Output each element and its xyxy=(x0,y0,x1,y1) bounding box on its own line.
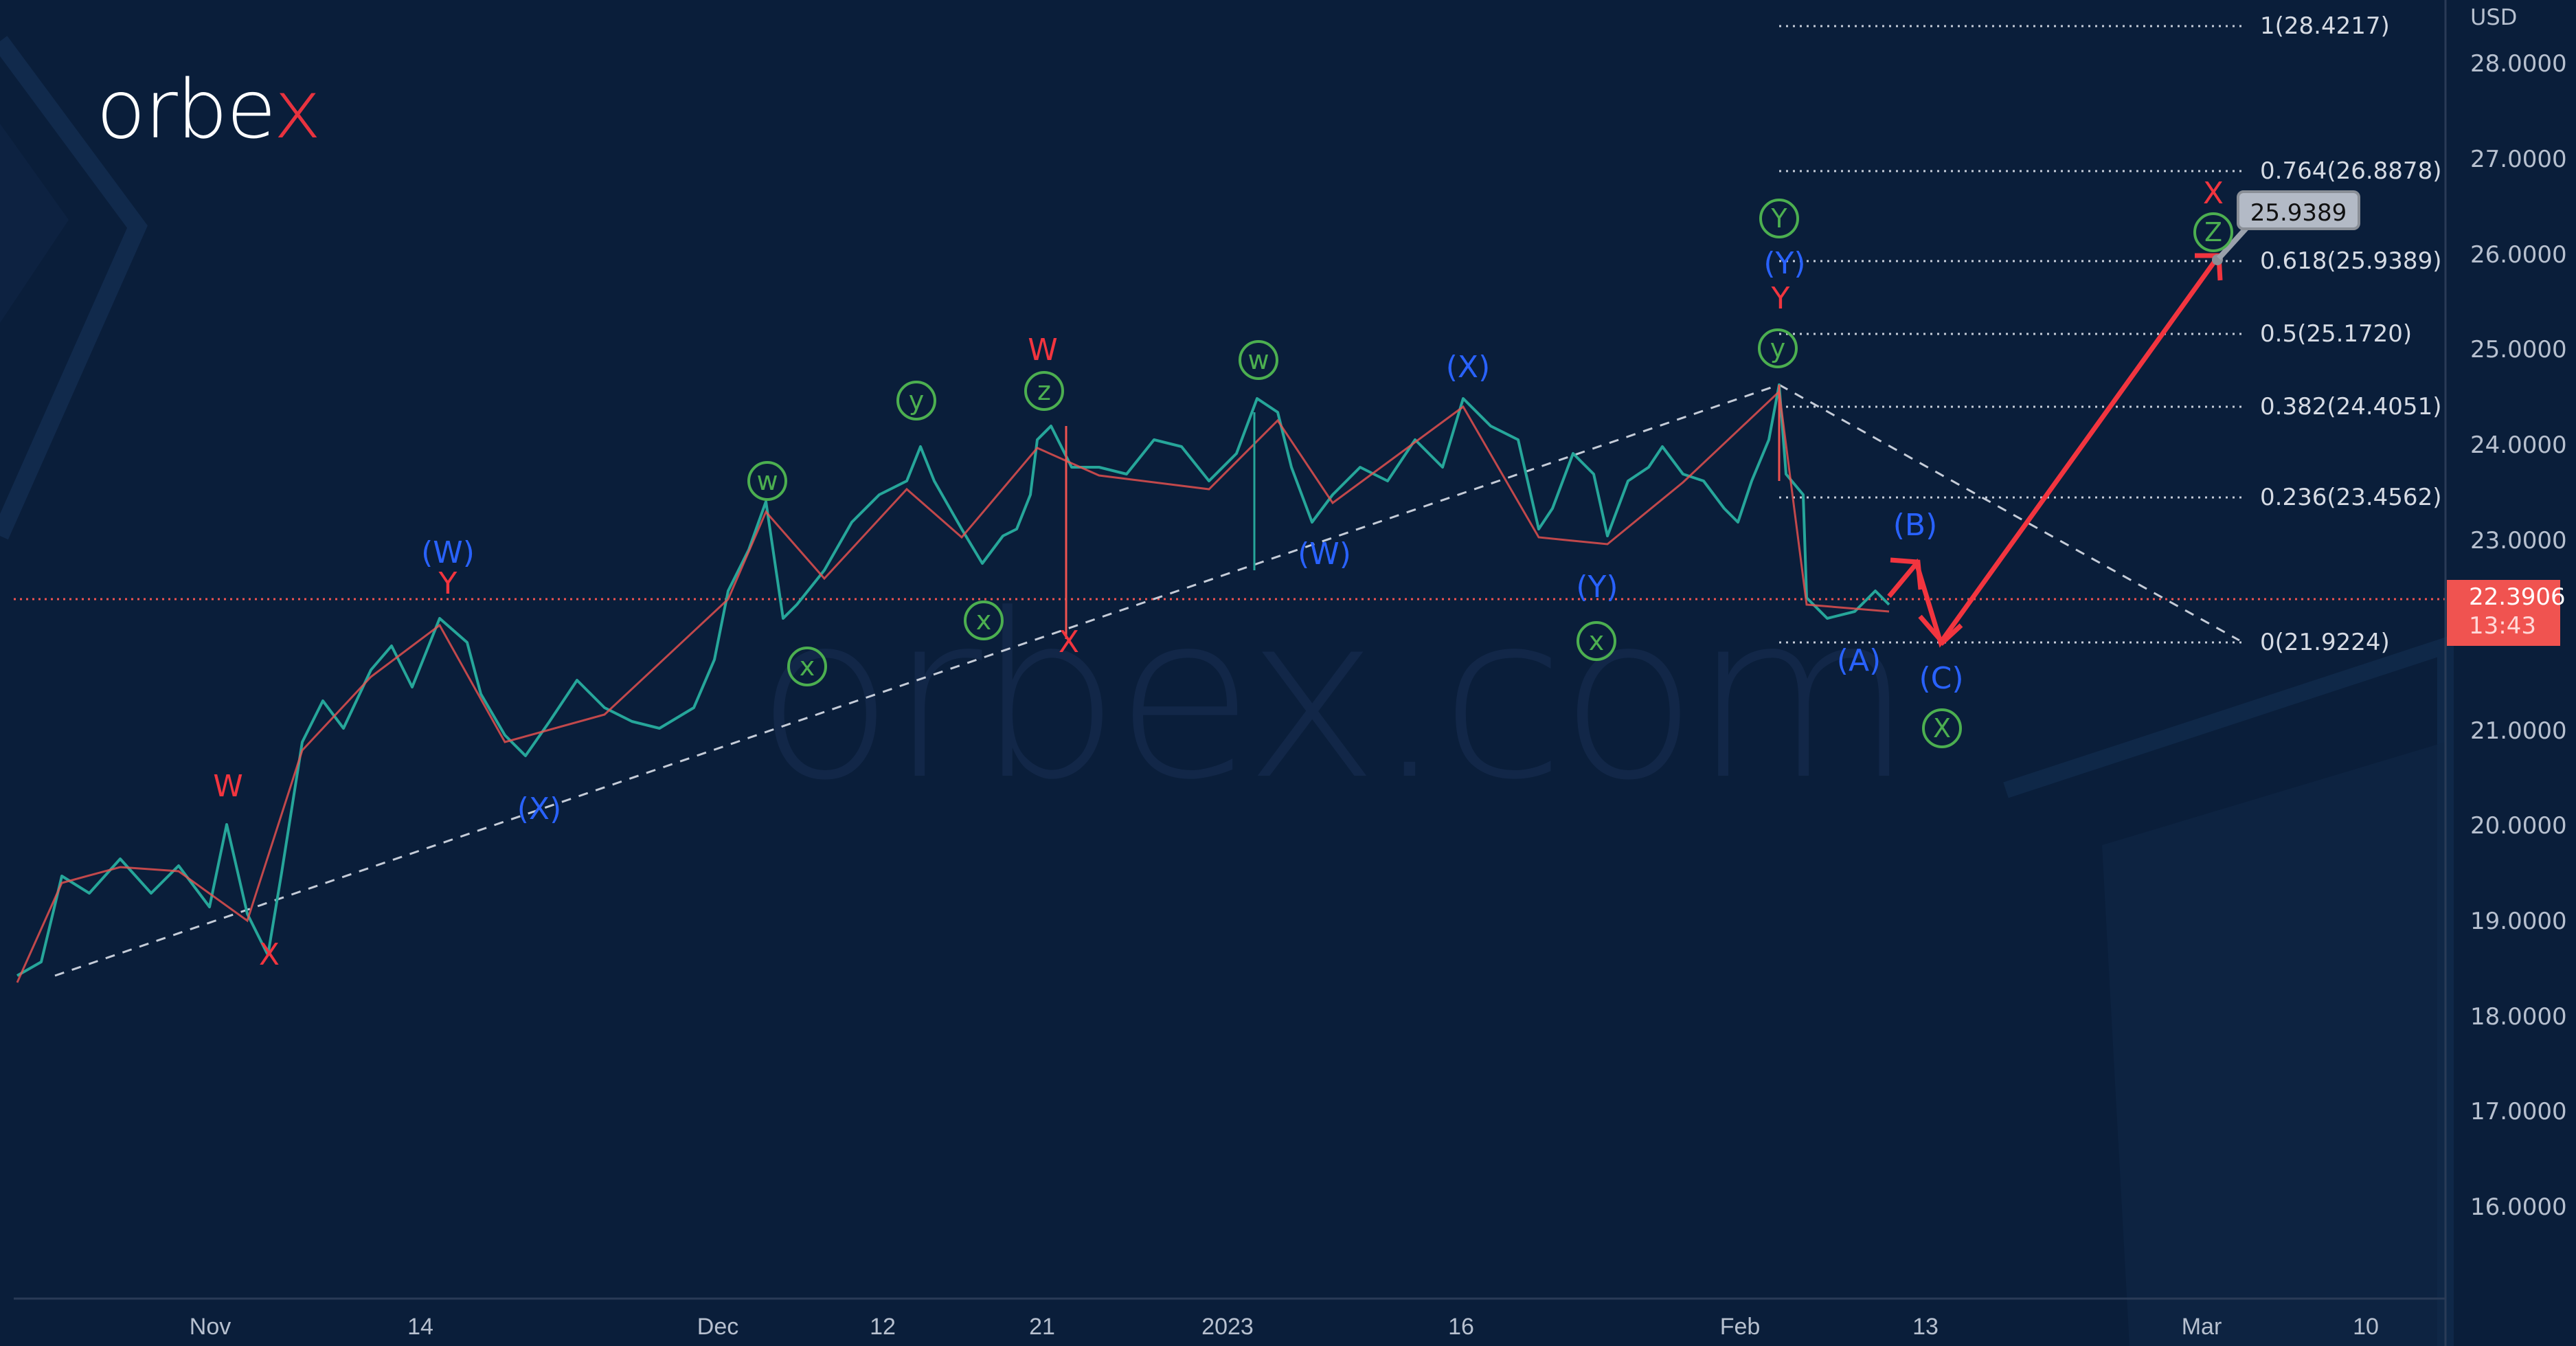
resistance-trendline xyxy=(1778,383,2240,642)
wave-label-x-red-3: X xyxy=(2202,176,2224,211)
wave-label-a-paren: (A) xyxy=(1836,643,1882,678)
date-tick: Nov xyxy=(189,1314,231,1340)
date-tick: Feb xyxy=(1719,1314,1761,1340)
fib-label-05: 0.5(25.1720) xyxy=(2260,320,2413,348)
wave-label-Y-circle: Y xyxy=(1759,199,1799,238)
wave-label-w-paren: (W) xyxy=(421,535,475,570)
price-tick: 28.0000 xyxy=(2470,50,2567,78)
wave-label-x-red: X xyxy=(258,937,280,972)
wave-label-y-paren: (Y) xyxy=(1576,570,1618,605)
last-price-value: 22.3906 xyxy=(2469,583,2566,611)
date-tick: Mar xyxy=(2181,1314,2222,1340)
bar-countdown: 13:43 xyxy=(2469,612,2536,640)
wave-label-y-paren-2: (Y) xyxy=(1763,246,1806,281)
date-tick: 21 xyxy=(1029,1314,1055,1340)
callout-pointer xyxy=(2217,226,2248,260)
price-tick: 27.0000 xyxy=(2470,146,2567,173)
wave-label-w-circle: w xyxy=(747,461,787,501)
wave-label-w-red-2: W xyxy=(1028,333,1058,368)
wave-label-b-paren: (B) xyxy=(1893,508,1938,543)
price-tick: 16.0000 xyxy=(2470,1193,2567,1221)
date-tick: 14 xyxy=(407,1314,433,1340)
price-tick: 21.0000 xyxy=(2470,717,2567,745)
fib-levels xyxy=(1779,25,2244,644)
logo-text: orbe xyxy=(96,62,275,157)
wave-label-c-paren: (C) xyxy=(1919,661,1964,696)
date-tick: 13 xyxy=(1912,1314,1939,1340)
fib-label-0618: 0.618(25.9389) xyxy=(2260,247,2442,275)
target-price-callout: 25.9389 xyxy=(2237,190,2360,230)
price-series xyxy=(16,383,1890,977)
price-tick: 25.0000 xyxy=(2470,336,2567,363)
price-tick: 17.0000 xyxy=(2470,1098,2567,1125)
last-price-badge: 22.3906 13:43 xyxy=(2447,580,2566,646)
price-tick: 24.0000 xyxy=(2470,431,2567,459)
price-series-bear xyxy=(16,389,1890,983)
date-tick: Dec xyxy=(697,1314,739,1340)
fib-label-0: 0(21.9224) xyxy=(2260,629,2390,656)
wave-label-x-circle-2: x xyxy=(964,601,1004,640)
wave-label-w-paren-2: (W) xyxy=(1298,537,1351,572)
orbex-logo: orbex xyxy=(96,69,321,150)
price-tick: 18.0000 xyxy=(2470,1003,2567,1031)
fib-label-0382: 0.382(24.4051) xyxy=(2260,393,2442,420)
wave-label-Z-circle: Z xyxy=(2193,212,2233,252)
currency-label: USD xyxy=(2470,4,2518,30)
support-trendline xyxy=(54,383,1780,977)
price-tick: 19.0000 xyxy=(2470,908,2567,935)
fib-label-0764: 0.764(26.8878) xyxy=(2260,157,2442,185)
wave-label-y-circle-2: y xyxy=(1758,328,1798,368)
price-tick: 26.0000 xyxy=(2470,241,2567,269)
wave-label-w-circle-2: w xyxy=(1239,340,1278,380)
wave-label-z-circle: z xyxy=(1024,371,1064,411)
wave-label-y-red-2: Y xyxy=(1771,281,1790,316)
date-tick: 12 xyxy=(870,1314,896,1340)
wave-label-x-circle: x xyxy=(787,647,827,686)
wave-label-y-red: Y xyxy=(438,566,457,601)
logo-accent: x xyxy=(273,62,321,157)
fib-label-1: 1(28.4217) xyxy=(2260,12,2390,40)
wave-label-x-paren-2: (X) xyxy=(1445,350,1491,385)
date-tick: 2023 xyxy=(1201,1314,1254,1340)
fib-label-0236: 0.236(23.4562) xyxy=(2260,484,2442,511)
projection-path xyxy=(1887,253,2223,648)
wave-label-x-red-2: X xyxy=(1058,625,1080,660)
wave-label-X-circle: X xyxy=(1922,708,1962,748)
wave-label-x-circle-3: x xyxy=(1577,621,1616,661)
date-tick: 16 xyxy=(1448,1314,1474,1340)
wave-label-x-paren: (X) xyxy=(517,792,562,827)
watermark: orbex.com xyxy=(756,565,1913,829)
price-tick: 23.0000 xyxy=(2470,527,2567,554)
wave-label-y-circle: y xyxy=(896,381,936,420)
date-tick: 10 xyxy=(2353,1314,2379,1340)
price-tick: 20.0000 xyxy=(2470,812,2567,840)
wave-label-w-red: W xyxy=(213,769,243,804)
